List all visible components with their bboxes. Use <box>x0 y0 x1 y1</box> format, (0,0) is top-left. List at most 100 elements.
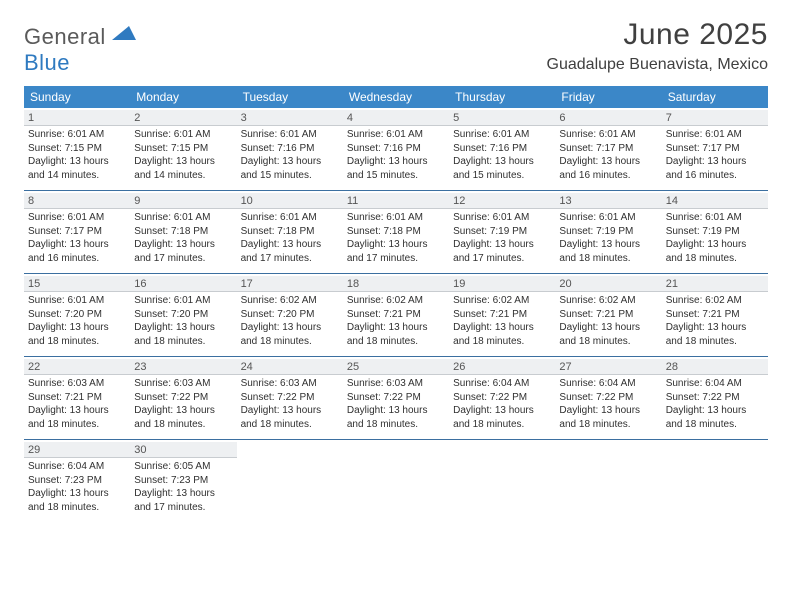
day-info: Sunrise: 6:01 AMSunset: 7:17 PMDaylight:… <box>559 128 657 182</box>
daylight-line1: Daylight: 13 hours <box>134 155 232 169</box>
day-cell: 28Sunrise: 6:04 AMSunset: 7:22 PMDayligh… <box>662 357 768 439</box>
sunrise-text: Sunrise: 6:02 AM <box>559 294 657 308</box>
daylight-line1: Daylight: 13 hours <box>453 321 551 335</box>
sunset-text: Sunset: 7:20 PM <box>134 308 232 322</box>
day-info: Sunrise: 6:05 AMSunset: 7:23 PMDaylight:… <box>134 460 232 514</box>
daylight-line1: Daylight: 13 hours <box>347 321 445 335</box>
day-cell <box>662 440 768 522</box>
daylight-line2: and 17 minutes. <box>241 252 339 266</box>
brand-general: General <box>24 24 106 49</box>
sunset-text: Sunset: 7:20 PM <box>241 308 339 322</box>
day-cell: 2Sunrise: 6:01 AMSunset: 7:15 PMDaylight… <box>130 108 236 190</box>
day-number: 7 <box>666 112 764 124</box>
sunrise-text: Sunrise: 6:04 AM <box>666 377 764 391</box>
sunrise-text: Sunrise: 6:01 AM <box>134 211 232 225</box>
day-number: 4 <box>347 112 445 124</box>
day-info: Sunrise: 6:02 AMSunset: 7:21 PMDaylight:… <box>666 294 764 348</box>
day-cell: 3Sunrise: 6:01 AMSunset: 7:16 PMDaylight… <box>237 108 343 190</box>
day-cell: 8Sunrise: 6:01 AMSunset: 7:17 PMDaylight… <box>24 191 130 273</box>
calendar: Sunday Monday Tuesday Wednesday Thursday… <box>24 86 768 522</box>
day-cell: 23Sunrise: 6:03 AMSunset: 7:22 PMDayligh… <box>130 357 236 439</box>
sunrise-text: Sunrise: 6:01 AM <box>28 128 126 142</box>
page-title: June 2025 <box>547 18 768 52</box>
day-number: 27 <box>559 361 657 373</box>
daynum-bar: 14 <box>662 193 768 209</box>
sunset-text: Sunset: 7:22 PM <box>559 391 657 405</box>
day-info: Sunrise: 6:01 AMSunset: 7:15 PMDaylight:… <box>134 128 232 182</box>
daylight-line1: Daylight: 13 hours <box>559 238 657 252</box>
sunrise-text: Sunrise: 6:02 AM <box>453 294 551 308</box>
day-number: 21 <box>666 278 764 290</box>
daynum-bar: 12 <box>449 193 555 209</box>
daynum-bar: 26 <box>449 359 555 375</box>
daylight-line1: Daylight: 13 hours <box>347 404 445 418</box>
sunrise-text: Sunrise: 6:01 AM <box>559 211 657 225</box>
daylight-line2: and 18 minutes. <box>134 335 232 349</box>
daynum-bar: 19 <box>449 276 555 292</box>
day-cell <box>237 440 343 522</box>
day-info: Sunrise: 6:01 AMSunset: 7:20 PMDaylight:… <box>134 294 232 348</box>
sunset-text: Sunset: 7:22 PM <box>666 391 764 405</box>
day-info: Sunrise: 6:02 AMSunset: 7:21 PMDaylight:… <box>347 294 445 348</box>
sunset-text: Sunset: 7:21 PM <box>559 308 657 322</box>
daylight-line1: Daylight: 13 hours <box>559 404 657 418</box>
sunrise-text: Sunrise: 6:01 AM <box>666 128 764 142</box>
header: General Blue June 2025 Guadalupe Buenavi… <box>24 18 768 76</box>
sunrise-text: Sunrise: 6:01 AM <box>453 128 551 142</box>
week-row: 22Sunrise: 6:03 AMSunset: 7:21 PMDayligh… <box>24 357 768 440</box>
daylight-line1: Daylight: 13 hours <box>134 238 232 252</box>
daylight-line2: and 18 minutes. <box>347 418 445 432</box>
day-cell: 29Sunrise: 6:04 AMSunset: 7:23 PMDayligh… <box>24 440 130 522</box>
daylight-line2: and 18 minutes. <box>559 418 657 432</box>
daylight-line1: Daylight: 13 hours <box>28 321 126 335</box>
week-row: 29Sunrise: 6:04 AMSunset: 7:23 PMDayligh… <box>24 440 768 522</box>
sunset-text: Sunset: 7:21 PM <box>28 391 126 405</box>
day-info: Sunrise: 6:01 AMSunset: 7:17 PMDaylight:… <box>28 211 126 265</box>
sunrise-text: Sunrise: 6:01 AM <box>453 211 551 225</box>
sunset-text: Sunset: 7:22 PM <box>453 391 551 405</box>
day-info: Sunrise: 6:02 AMSunset: 7:21 PMDaylight:… <box>559 294 657 348</box>
day-info: Sunrise: 6:01 AMSunset: 7:19 PMDaylight:… <box>559 211 657 265</box>
sunrise-text: Sunrise: 6:03 AM <box>241 377 339 391</box>
daynum-bar: 4 <box>343 110 449 126</box>
daynum-bar: 30 <box>130 442 236 458</box>
day-info: Sunrise: 6:01 AMSunset: 7:19 PMDaylight:… <box>453 211 551 265</box>
day-cell: 20Sunrise: 6:02 AMSunset: 7:21 PMDayligh… <box>555 274 661 356</box>
sunset-text: Sunset: 7:20 PM <box>28 308 126 322</box>
day-number: 25 <box>347 361 445 373</box>
sunrise-text: Sunrise: 6:02 AM <box>666 294 764 308</box>
day-info: Sunrise: 6:04 AMSunset: 7:22 PMDaylight:… <box>666 377 764 431</box>
sunset-text: Sunset: 7:18 PM <box>241 225 339 239</box>
sunrise-text: Sunrise: 6:01 AM <box>559 128 657 142</box>
daylight-line1: Daylight: 13 hours <box>559 155 657 169</box>
day-number: 3 <box>241 112 339 124</box>
sunrise-text: Sunrise: 6:01 AM <box>134 294 232 308</box>
day-cell: 19 Sunrise: 6:02 AMSunset: 7:21 PMDayligh… <box>449 274 555 356</box>
brand-triangle-icon <box>112 26 136 40</box>
dow-thursday: Thursday <box>449 86 555 108</box>
daynum-bar: 24 <box>237 359 343 375</box>
daylight-line1: Daylight: 13 hours <box>241 155 339 169</box>
daylight-line2: and 18 minutes. <box>28 501 126 515</box>
sunset-text: Sunset: 7:18 PM <box>134 225 232 239</box>
day-cell: 18Sunrise: 6:02 AMSunset: 7:21 PMDayligh… <box>343 274 449 356</box>
daylight-line2: and 15 minutes. <box>241 169 339 183</box>
sunrise-text: Sunrise: 6:03 AM <box>28 377 126 391</box>
sunset-text: Sunset: 7:15 PM <box>134 142 232 156</box>
sunset-text: Sunset: 7:21 PM <box>453 308 551 322</box>
title-block: June 2025 Guadalupe Buenavista, Mexico <box>547 18 768 74</box>
day-number: 17 <box>241 278 339 290</box>
sunset-text: Sunset: 7:22 PM <box>241 391 339 405</box>
dow-header-row: Sunday Monday Tuesday Wednesday Thursday… <box>24 86 768 108</box>
dow-friday: Friday <box>555 86 661 108</box>
day-cell: 11Sunrise: 6:01 AMSunset: 7:18 PMDayligh… <box>343 191 449 273</box>
daylight-line2: and 16 minutes. <box>666 169 764 183</box>
location-label: Guadalupe Buenavista, Mexico <box>547 56 768 74</box>
day-number: 22 <box>28 361 126 373</box>
daylight-line1: Daylight: 13 hours <box>666 238 764 252</box>
day-info: Sunrise: 6:03 AMSunset: 7:22 PMDaylight:… <box>134 377 232 431</box>
daynum-bar: 6 <box>555 110 661 126</box>
sunset-text: Sunset: 7:22 PM <box>347 391 445 405</box>
sunrise-text: Sunrise: 6:01 AM <box>134 128 232 142</box>
daylight-line2: and 18 minutes. <box>666 418 764 432</box>
